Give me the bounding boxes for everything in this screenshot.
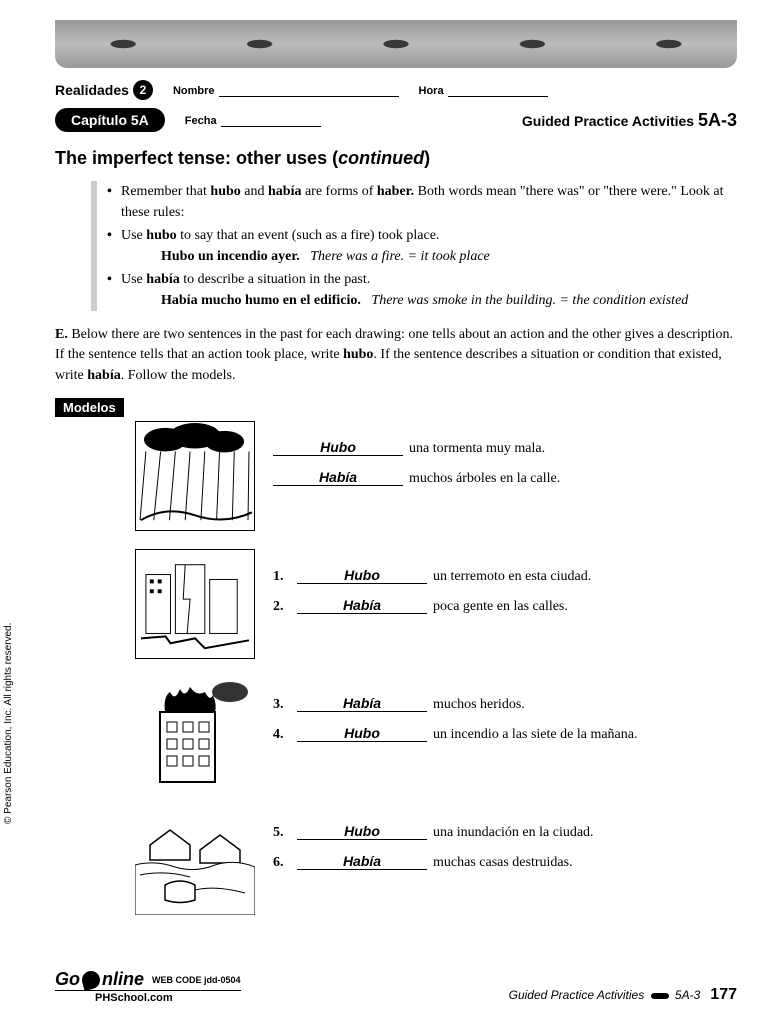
question-number: 6. — [273, 855, 291, 871]
exercise-model: Hubo una tormenta muy mala. Había muchos… — [135, 421, 737, 531]
answer-line: 4. Hubo un incendio a las siete de la ma… — [273, 725, 737, 743]
decorative-banner — [55, 20, 737, 68]
fecha-label: Fecha — [185, 115, 217, 127]
exercise-letter: E. — [55, 327, 68, 342]
header-row-2: Capítulo 5A Fecha Guided Practice Activi… — [55, 108, 737, 132]
drawing-storm — [135, 421, 255, 531]
answer-line: 2. Había poca gente en las calles. — [273, 597, 737, 615]
question-number: 4. — [273, 727, 291, 743]
question-number: 1. — [273, 569, 291, 585]
fecha-input-line[interactable] — [221, 113, 321, 127]
exercise-1-2: 1. Hubo un terremoto en esta ciudad. 2. … — [135, 549, 737, 659]
sentence-completion: una inundación en la ciudad. — [433, 825, 594, 841]
brand-text: Realidades — [55, 82, 129, 98]
worksheet-page: Realidades 2 Nombre Hora Capítulo 5A Fec… — [0, 0, 777, 953]
sentence-completion: muchos árboles en la calle. — [409, 471, 560, 487]
nombre-label: Nombre — [173, 85, 215, 97]
answer-line: Había muchos árboles en la calle. — [273, 469, 737, 487]
hora-input-line[interactable] — [448, 83, 548, 97]
sentence-completion: un terremoto en esta ciudad. — [433, 569, 591, 585]
webcode: WEB CODE jdd-0504 — [152, 975, 241, 985]
grammar-rules-box: Remember that hubo and había are forms o… — [91, 181, 737, 311]
answers-5-6: 5. Hubo una inundación en la ciudad. 6. … — [273, 805, 737, 883]
question-number: 5. — [273, 825, 291, 841]
answer-line: 5. Hubo una inundación en la ciudad. — [273, 823, 737, 841]
rule-2: Use hubo to say that an event (such as a… — [107, 225, 737, 267]
answer-line: 6. Había muchas casas destruidas. — [273, 853, 737, 871]
textbook-brand: Realidades 2 — [55, 80, 153, 100]
sentence-completion: una tormenta muy mala. — [409, 441, 545, 457]
answer-line: Hubo una tormenta muy mala. — [273, 439, 737, 457]
activities-label: Guided Practice Activities — [522, 113, 694, 129]
answer-line: 3. Había muchos heridos. — [273, 695, 737, 713]
answer-blank[interactable]: Había — [297, 695, 427, 712]
exercise-3-4: 3. Había muchos heridos. 4. Hubo un ince… — [135, 677, 737, 787]
title-main: The imperfect tense: other uses ( — [55, 148, 338, 168]
model-answers: Hubo una tormenta muy mala. Había muchos… — [273, 421, 737, 499]
answers-1-2: 1. Hubo un terremoto en esta ciudad. 2. … — [273, 549, 737, 627]
page-number: 177 — [710, 986, 737, 1003]
answer-blank[interactable]: Hubo — [297, 567, 427, 584]
footer-code: 5A-3 — [675, 988, 700, 1002]
go-online-logo: Go nline WEB CODE jdd-0504 — [55, 969, 241, 990]
globe-icon — [80, 968, 102, 990]
activities-code: 5A-3 — [698, 110, 737, 130]
page-footer: Go nline WEB CODE jdd-0504 PHSchool.com … — [55, 969, 737, 1004]
question-number: 2. — [273, 599, 291, 615]
rule-1: Remember that hubo and había are forms o… — [107, 181, 737, 223]
answer-blank[interactable]: Había — [273, 469, 403, 486]
footer-dash-icon — [651, 993, 669, 999]
answer-line: 1. Hubo un terremoto en esta ciudad. — [273, 567, 737, 585]
lesson-title: The imperfect tense: other uses (continu… — [55, 148, 737, 169]
sentence-completion: un incendio a las siete de la mañana. — [433, 727, 637, 743]
header-row-1: Realidades 2 Nombre Hora — [55, 80, 737, 100]
modelos-label: Modelos — [55, 398, 124, 417]
answer-blank[interactable]: Hubo — [297, 725, 427, 742]
nombre-field: Nombre — [173, 83, 399, 97]
go-online-block: Go nline WEB CODE jdd-0504 PHSchool.com — [55, 969, 241, 1004]
title-close: ) — [424, 148, 430, 168]
answer-blank[interactable]: Había — [297, 853, 427, 870]
footer-right: Guided Practice Activities 5A-3 177 — [509, 986, 737, 1004]
go-text: Go — [55, 969, 80, 990]
rule-2-example: Hubo un incendio ayer. There was a fire.… — [121, 246, 737, 267]
hora-field: Hora — [419, 83, 548, 97]
question-number: 3. — [273, 697, 291, 713]
rule-3: Use había to describe a situation in the… — [107, 269, 737, 311]
answer-blank[interactable]: Hubo — [297, 823, 427, 840]
title-continued: continued — [338, 148, 424, 168]
answer-blank[interactable]: Había — [297, 597, 427, 614]
answers-3-4: 3. Había muchos heridos. 4. Hubo un ince… — [273, 677, 737, 755]
fecha-field: Fecha — [185, 113, 321, 127]
activities-title: Guided Practice Activities 5A-3 — [522, 110, 737, 131]
sentence-completion: muchos heridos. — [433, 697, 525, 713]
drawing-earthquake — [135, 549, 255, 659]
rule-3-example: Había mucho humo en el edificio. There w… — [121, 290, 737, 311]
online-text: nline — [102, 969, 144, 990]
level-badge: 2 — [133, 80, 153, 100]
answer-blank[interactable]: Hubo — [273, 439, 403, 456]
drawing-flood — [135, 805, 255, 915]
exercise-5-6: 5. Hubo una inundación en la ciudad. 6. … — [135, 805, 737, 915]
sentence-completion: muchas casas destruidas. — [433, 855, 573, 871]
sentence-completion: poca gente en las calles. — [433, 599, 568, 615]
phschool-url: PHSchool.com — [55, 990, 241, 1004]
copyright-notice: © Pearson Education, Inc. All rights res… — [3, 623, 14, 824]
nombre-input-line[interactable] — [219, 83, 399, 97]
chapter-pill: Capítulo 5A — [55, 108, 165, 132]
footer-label: Guided Practice Activities — [509, 988, 645, 1002]
drawing-fire — [135, 677, 255, 787]
hora-label: Hora — [419, 85, 444, 97]
exercise-instructions: E. Below there are two sentences in the … — [55, 325, 737, 386]
